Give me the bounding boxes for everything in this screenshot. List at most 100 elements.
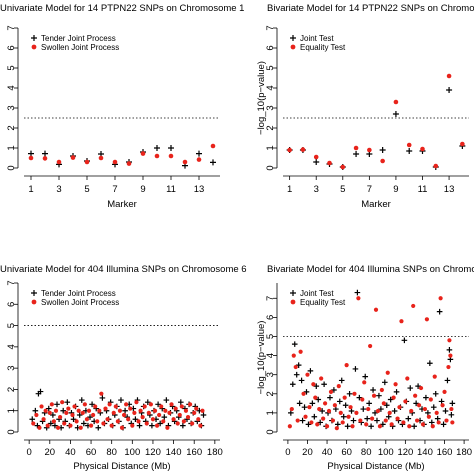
data-point bbox=[303, 389, 310, 395]
data-point bbox=[142, 404, 147, 409]
x-tick-label: 9 bbox=[140, 184, 145, 195]
data-point bbox=[29, 416, 36, 423]
data-point bbox=[95, 424, 102, 431]
data-point bbox=[126, 417, 131, 422]
data-point bbox=[446, 347, 453, 353]
x-tick-label: 120 bbox=[145, 447, 161, 458]
data-point bbox=[433, 163, 439, 169]
data-point bbox=[56, 159, 62, 165]
data-point bbox=[368, 343, 373, 349]
data-point bbox=[368, 423, 374, 430]
data-point bbox=[326, 408, 332, 414]
data-point bbox=[54, 401, 60, 408]
data-point bbox=[422, 406, 428, 412]
data-point bbox=[86, 408, 92, 413]
data-point bbox=[101, 421, 106, 426]
data-point bbox=[89, 401, 95, 408]
data-point bbox=[87, 414, 93, 420]
data-point bbox=[299, 417, 306, 424]
data-point bbox=[76, 408, 81, 413]
data-point bbox=[291, 341, 298, 347]
x-tick-label: 60 bbox=[341, 447, 352, 458]
data-point bbox=[175, 421, 180, 426]
panel-title: Bivariate Model for 404 Illumina SNPs on… bbox=[267, 264, 474, 275]
data-point bbox=[99, 391, 104, 396]
x-tick-label: 1 bbox=[28, 184, 33, 195]
data-point bbox=[387, 396, 394, 403]
data-point bbox=[192, 410, 197, 415]
data-point bbox=[321, 381, 327, 388]
data-point bbox=[39, 404, 44, 409]
data-point bbox=[424, 317, 430, 322]
data-point bbox=[407, 424, 412, 429]
data-point bbox=[293, 371, 300, 378]
data-point bbox=[187, 402, 193, 407]
y-tick-label: 5 bbox=[6, 323, 17, 328]
data-point bbox=[163, 397, 170, 403]
data-point bbox=[34, 412, 39, 418]
data-point bbox=[327, 394, 333, 401]
panel-3: Univariate Model for 404 Illumina SNPs o… bbox=[0, 264, 247, 472]
data-point bbox=[136, 422, 143, 429]
data-point bbox=[333, 406, 339, 412]
legend-marker bbox=[290, 299, 296, 305]
data-point bbox=[352, 366, 359, 372]
data-point bbox=[420, 422, 426, 427]
data-point bbox=[84, 159, 90, 165]
data-point bbox=[45, 423, 50, 428]
x-tick-label: 3 bbox=[56, 184, 61, 195]
series-1 bbox=[28, 145, 216, 169]
y-tick-label: 2 bbox=[265, 391, 276, 396]
data-point bbox=[157, 412, 162, 418]
data-point bbox=[338, 377, 345, 384]
data-point bbox=[72, 404, 77, 409]
data-point bbox=[317, 419, 323, 426]
data-point bbox=[165, 425, 170, 430]
data-point bbox=[130, 423, 135, 428]
data-point bbox=[420, 146, 425, 152]
data-point bbox=[395, 416, 400, 421]
data-point bbox=[344, 423, 351, 430]
data-point bbox=[311, 413, 318, 420]
data-point bbox=[416, 403, 422, 408]
data-point bbox=[140, 151, 146, 156]
data-point bbox=[138, 408, 143, 413]
data-point bbox=[313, 159, 320, 165]
panel-title: Bivariate Model for 14 PTPN22 SNPs on Ch… bbox=[267, 3, 474, 14]
y-tick-label: 3 bbox=[6, 365, 17, 370]
data-point bbox=[126, 161, 132, 166]
legend-label: Swollen Joint Process bbox=[41, 298, 119, 307]
data-point bbox=[78, 397, 85, 403]
data-point bbox=[364, 415, 370, 422]
y-tick-label: 1 bbox=[6, 408, 17, 413]
data-point bbox=[350, 424, 355, 429]
data-point bbox=[442, 408, 449, 414]
y-tick-label: 5 bbox=[6, 65, 17, 70]
data-point bbox=[370, 387, 376, 393]
x-axis-label: Physical Distance (Mb) bbox=[73, 461, 170, 472]
data-point bbox=[313, 383, 320, 389]
x-tick-label: 11 bbox=[418, 184, 428, 195]
data-point bbox=[391, 395, 396, 400]
legend-marker bbox=[31, 290, 37, 296]
data-point bbox=[460, 141, 465, 147]
data-point bbox=[109, 423, 114, 428]
data-point bbox=[144, 421, 149, 426]
data-point bbox=[393, 382, 398, 387]
data-point bbox=[354, 289, 361, 296]
x-tick-label: 5 bbox=[84, 184, 89, 195]
data-point bbox=[399, 319, 404, 324]
data-point bbox=[58, 415, 63, 420]
y-tick-label: 5 bbox=[265, 334, 276, 339]
data-point bbox=[353, 151, 360, 157]
data-point bbox=[91, 412, 96, 418]
data-point bbox=[168, 153, 174, 159]
data-point bbox=[317, 406, 322, 412]
data-point bbox=[66, 406, 71, 411]
data-point bbox=[382, 379, 388, 386]
data-point bbox=[45, 405, 52, 412]
data-point bbox=[446, 87, 453, 93]
y-tick-label: 1 bbox=[265, 145, 276, 150]
data-point bbox=[366, 406, 371, 412]
